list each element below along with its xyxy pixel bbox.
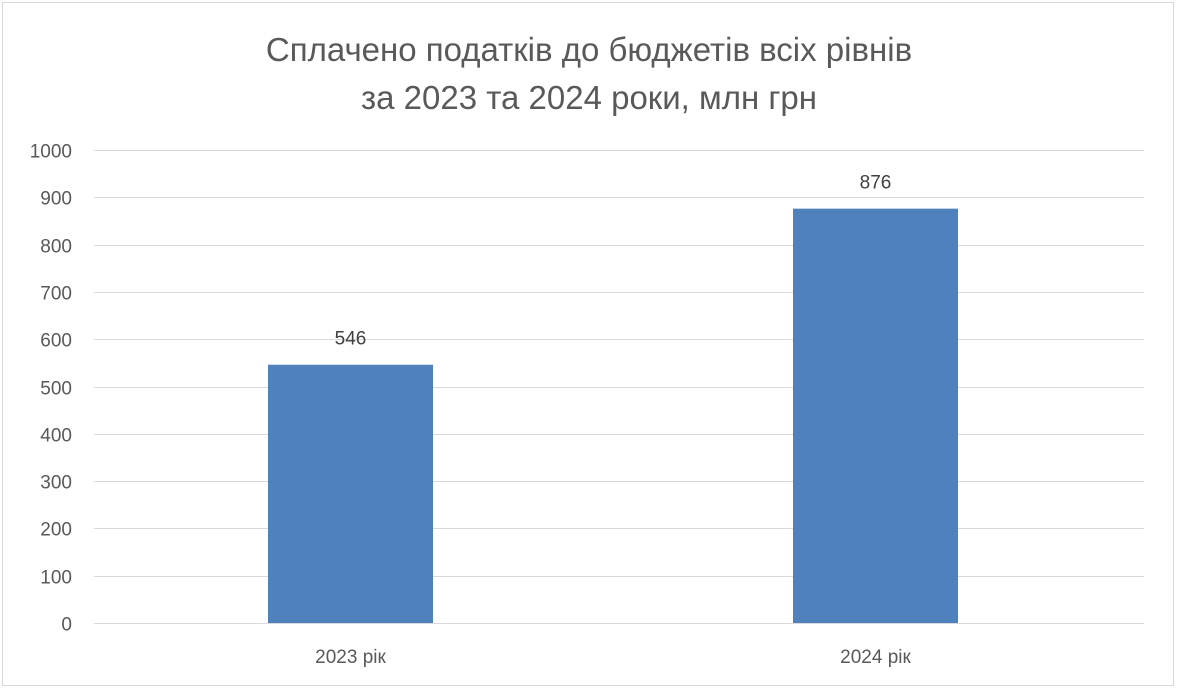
bar-data-label: 876 <box>860 173 892 194</box>
y-tick-label: 900 <box>40 189 72 210</box>
y-tick-label: 700 <box>40 284 72 305</box>
y-tick-label: 1000 <box>30 142 72 163</box>
bar <box>268 364 433 623</box>
y-tick-label: 300 <box>40 473 72 494</box>
y-tick-label: 500 <box>40 379 72 400</box>
x-category-label: 2024 рік <box>840 647 911 668</box>
bars <box>268 208 958 624</box>
y-axis-tick-labels: 0 100 200 300 400 500 600 700 800 900 1000 <box>30 142 72 636</box>
gridlines <box>94 150 1144 624</box>
y-tick-label: 400 <box>40 426 72 447</box>
x-category-label: 2023 рік <box>315 647 386 668</box>
y-tick-label: 100 <box>40 568 72 589</box>
bar-data-label: 546 <box>335 329 367 350</box>
chart-title: Сплачено податків до бюджетів всіх рівні… <box>0 26 1178 122</box>
chart-title-line-1: Сплачено податків до бюджетів всіх рівні… <box>265 31 913 68</box>
y-tick-label: 0 <box>61 615 72 636</box>
bar <box>793 208 958 624</box>
chart-title-line-2: за 2023 та 2024 роки, млн грн <box>361 79 817 116</box>
y-tick-label: 800 <box>40 237 72 258</box>
data-labels: 546 876 <box>335 173 892 350</box>
y-tick-label: 600 <box>40 331 72 352</box>
y-tick-label: 200 <box>40 520 72 541</box>
x-axis-category-labels: 2023 рік 2024 рік <box>315 647 911 668</box>
